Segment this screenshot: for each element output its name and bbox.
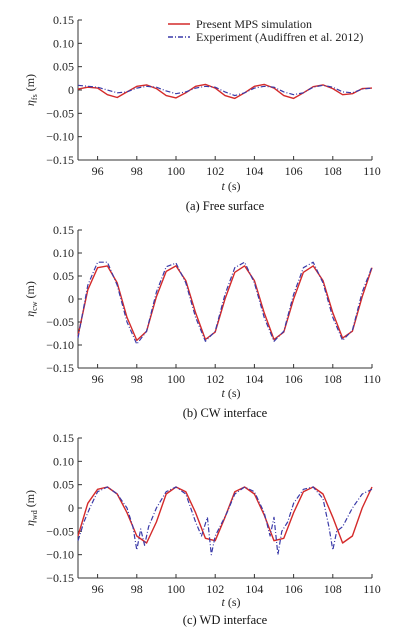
x-tick-label: 106	[285, 164, 303, 178]
y-tick-label: 0.15	[53, 13, 74, 27]
x-tick-label: 100	[167, 164, 185, 178]
chart-panel-1: 0.15 0.10 0.05 0 −0.05 −0.10 −0.15 96 98 100 102 10…	[23, 13, 381, 213]
x-tick-label: 96	[92, 582, 104, 596]
x-tick-label: 96	[92, 164, 104, 178]
x-tick-label: 102	[206, 582, 224, 596]
legend-label: Experiment (Audiffren et al. 2012)	[196, 30, 363, 44]
x-tick-label: 104	[245, 582, 263, 596]
panel-caption: (c) WD interface	[183, 613, 268, 627]
panel-caption: (b) CW interface	[183, 406, 268, 420]
y-tick-label: −0.05	[46, 315, 74, 329]
chart-panel-3: 0.15 0.10 0.05 0 −0.05 −0.10 −0.15 96 98 100 102 10…	[23, 431, 381, 627]
x-tick-label: 102	[206, 372, 224, 386]
y-tick-label: 0	[68, 83, 74, 97]
y-tick-label: 0.05	[53, 478, 74, 492]
series-line-simulation	[77, 265, 373, 342]
y-tick-label: −0.05	[46, 524, 74, 538]
y-axis-label: ηcw (m)	[23, 281, 39, 317]
x-tick-label: 96	[92, 372, 104, 386]
panel-caption: (a) Free surface	[186, 199, 265, 213]
y-tick-label: 0	[68, 292, 74, 306]
x-axis-label: t (s)	[221, 386, 240, 400]
x-tick-label: 104	[245, 164, 263, 178]
x-tick-label: 98	[131, 372, 143, 386]
series-line-simulation	[77, 83, 373, 100]
chart-panel-2: 0.15 0.10 0.05 0 −0.05 −0.10 −0.15 96 98 100 102 10…	[23, 223, 381, 420]
x-tick-label: 108	[324, 164, 342, 178]
y-tick-label: 0.15	[53, 431, 74, 445]
x-tick-label: 106	[285, 372, 303, 386]
y-tick-label: 0.10	[53, 36, 74, 50]
x-axis-label: t (s)	[221, 595, 240, 609]
series-line-simulation	[77, 486, 373, 544]
x-tick-label: 110	[363, 582, 381, 596]
x-tick-label: 100	[167, 582, 185, 596]
y-tick-label: −0.10	[46, 130, 74, 144]
x-tick-label: 102	[206, 164, 224, 178]
x-tick-label: 110	[363, 164, 381, 178]
legend-label: Present MPS simulation	[196, 17, 312, 31]
y-tick-label: −0.15	[46, 361, 74, 375]
y-axis-label: ηwd (m)	[23, 490, 39, 526]
x-tick-label: 106	[285, 582, 303, 596]
x-tick-label: 98	[131, 582, 143, 596]
y-tick-label: −0.10	[46, 548, 74, 562]
x-tick-label: 104	[245, 372, 263, 386]
y-tick-label: 0.10	[53, 246, 74, 260]
y-axis-label: ηfs (m)	[23, 74, 39, 106]
y-tick-label: −0.05	[46, 106, 74, 120]
y-tick-label: −0.15	[46, 571, 74, 585]
series-line-experiment	[77, 84, 373, 97]
y-tick-label: 0.05	[53, 269, 74, 283]
series-line-experiment	[77, 261, 373, 345]
y-tick-label: 0	[68, 501, 74, 515]
y-tick-label: −0.10	[46, 338, 74, 352]
y-tick-label: 0.05	[53, 60, 74, 74]
x-tick-label: 98	[131, 164, 143, 178]
series-line-experiment	[77, 486, 373, 556]
x-tick-label: 110	[363, 372, 381, 386]
y-tick-label: 0.15	[53, 223, 74, 237]
y-tick-label: 0.10	[53, 454, 74, 468]
x-tick-label: 108	[324, 582, 342, 596]
y-tick-label: −0.15	[46, 153, 74, 167]
x-tick-label: 100	[167, 372, 185, 386]
x-axis-label: t (s)	[221, 179, 240, 193]
x-tick-label: 108	[324, 372, 342, 386]
